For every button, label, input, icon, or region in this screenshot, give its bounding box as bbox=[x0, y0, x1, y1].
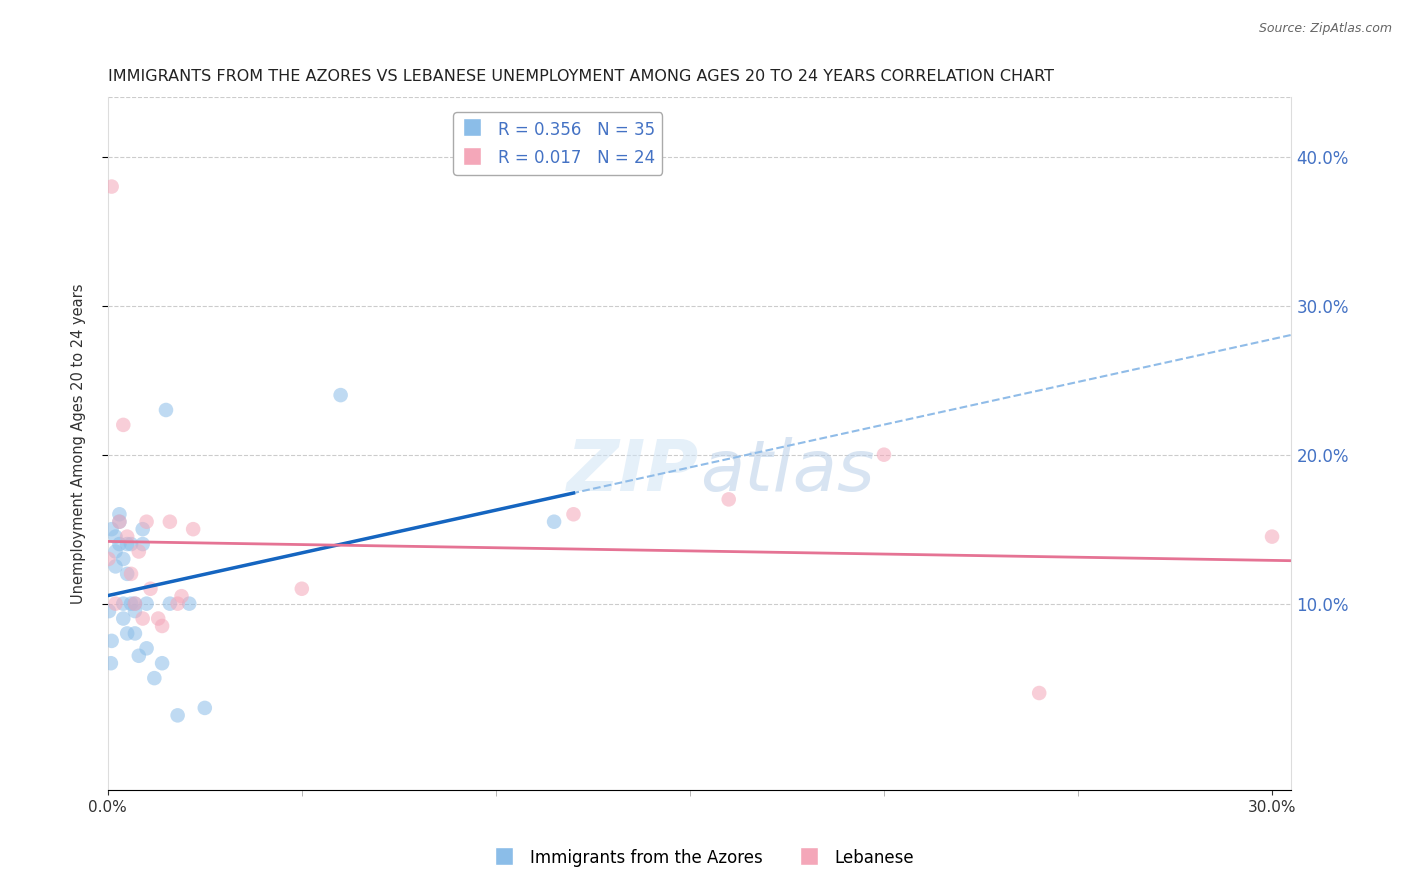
Point bbox=[124, 626, 146, 640]
Point bbox=[120, 566, 142, 581]
Point bbox=[115, 626, 138, 640]
Point bbox=[1261, 530, 1284, 544]
Point bbox=[150, 619, 173, 633]
Text: atlas: atlas bbox=[700, 437, 875, 506]
Point bbox=[104, 530, 127, 544]
Point bbox=[194, 701, 217, 715]
Point bbox=[329, 388, 352, 402]
Point bbox=[108, 515, 131, 529]
Y-axis label: Unemployment Among Ages 20 to 24 years: Unemployment Among Ages 20 to 24 years bbox=[72, 284, 86, 604]
Point bbox=[115, 530, 138, 544]
Point bbox=[112, 552, 135, 566]
Point bbox=[179, 597, 201, 611]
Point bbox=[159, 515, 181, 529]
Legend: Immigrants from the Azores, Lebanese: Immigrants from the Azores, Lebanese bbox=[485, 841, 921, 875]
Point bbox=[135, 597, 157, 611]
Point bbox=[1028, 686, 1050, 700]
Point bbox=[873, 448, 896, 462]
Point bbox=[115, 566, 138, 581]
Point bbox=[135, 515, 157, 529]
Point bbox=[108, 537, 131, 551]
Point bbox=[100, 179, 122, 194]
Point bbox=[124, 597, 146, 611]
Point bbox=[181, 522, 204, 536]
Point bbox=[291, 582, 314, 596]
Point bbox=[112, 597, 135, 611]
Point bbox=[131, 537, 153, 551]
Point bbox=[128, 648, 150, 663]
Point bbox=[562, 508, 585, 522]
Point bbox=[108, 508, 131, 522]
Point bbox=[97, 604, 120, 618]
Point bbox=[124, 597, 146, 611]
Point bbox=[108, 515, 131, 529]
Point bbox=[100, 657, 122, 671]
Point bbox=[150, 657, 173, 671]
Point bbox=[100, 522, 122, 536]
Text: Source: ZipAtlas.com: Source: ZipAtlas.com bbox=[1258, 22, 1392, 36]
Point bbox=[717, 492, 740, 507]
Point bbox=[131, 611, 153, 625]
Point bbox=[155, 403, 177, 417]
Point bbox=[135, 641, 157, 656]
Point bbox=[543, 515, 565, 529]
Point bbox=[104, 597, 127, 611]
Point bbox=[104, 559, 127, 574]
Legend: R = 0.356   N = 35, R = 0.017   N = 24: R = 0.356 N = 35, R = 0.017 N = 24 bbox=[453, 112, 662, 175]
Point bbox=[97, 552, 120, 566]
Point bbox=[124, 604, 146, 618]
Point bbox=[139, 582, 162, 596]
Point bbox=[143, 671, 166, 685]
Point bbox=[166, 708, 188, 723]
Point bbox=[131, 522, 153, 536]
Point bbox=[159, 597, 181, 611]
Point bbox=[120, 597, 142, 611]
Point bbox=[120, 537, 142, 551]
Point bbox=[115, 537, 138, 551]
Point bbox=[148, 611, 170, 625]
Text: IMMIGRANTS FROM THE AZORES VS LEBANESE UNEMPLOYMENT AMONG AGES 20 TO 24 YEARS CO: IMMIGRANTS FROM THE AZORES VS LEBANESE U… bbox=[108, 69, 1053, 84]
Point bbox=[128, 544, 150, 558]
Point bbox=[166, 597, 188, 611]
Point bbox=[112, 417, 135, 432]
Point bbox=[170, 589, 193, 603]
Point bbox=[112, 611, 135, 625]
Text: ZIP: ZIP bbox=[568, 437, 700, 506]
Point bbox=[104, 544, 127, 558]
Point bbox=[100, 633, 122, 648]
